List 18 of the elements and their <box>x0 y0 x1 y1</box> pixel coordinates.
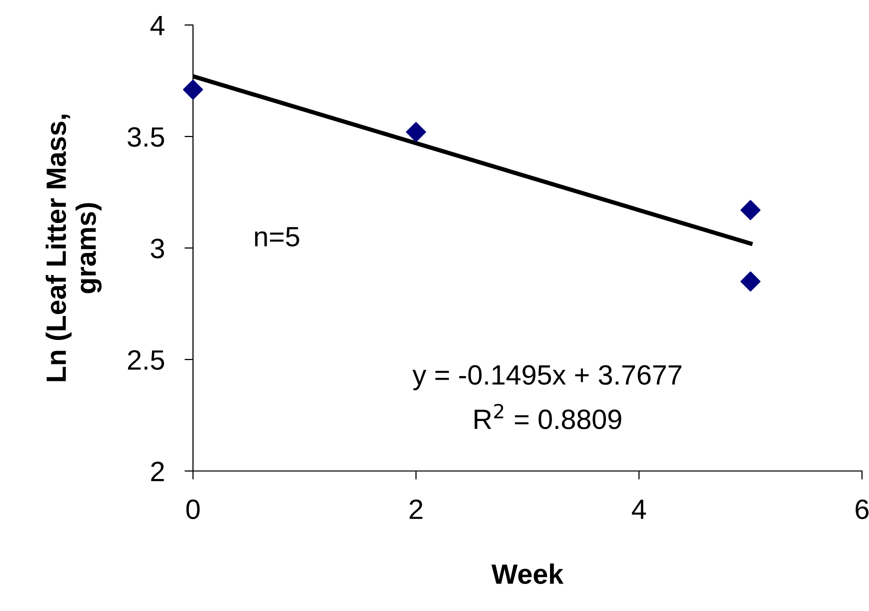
y-tick-label: 2.5 <box>128 350 164 370</box>
annotation: n=5 <box>255 227 300 247</box>
annotation: y = -0.1495x + 3.7677 <box>412 365 682 390</box>
x-tick-label: 4 <box>632 500 646 519</box>
x-tick-label: 6 <box>856 500 869 520</box>
point <box>740 200 761 220</box>
x-tick-label: 0 <box>186 500 200 520</box>
y-tick-label: 4 <box>150 16 164 36</box>
y-tick-label: 2 <box>151 462 164 482</box>
y-tick-label: 3.5 <box>128 127 164 147</box>
x-axis-title: Week <box>491 564 564 584</box>
point <box>182 80 204 100</box>
x-tick-label: 2 <box>410 500 422 519</box>
annotation: R$^{2}$ = 0.8809 <box>474 404 622 430</box>
y-tick-label: 3 <box>150 238 164 258</box>
point <box>740 271 761 292</box>
y-axis-title: Ln (Leaf Litter Mass, grams) <box>46 114 102 382</box>
point <box>406 122 426 142</box>
